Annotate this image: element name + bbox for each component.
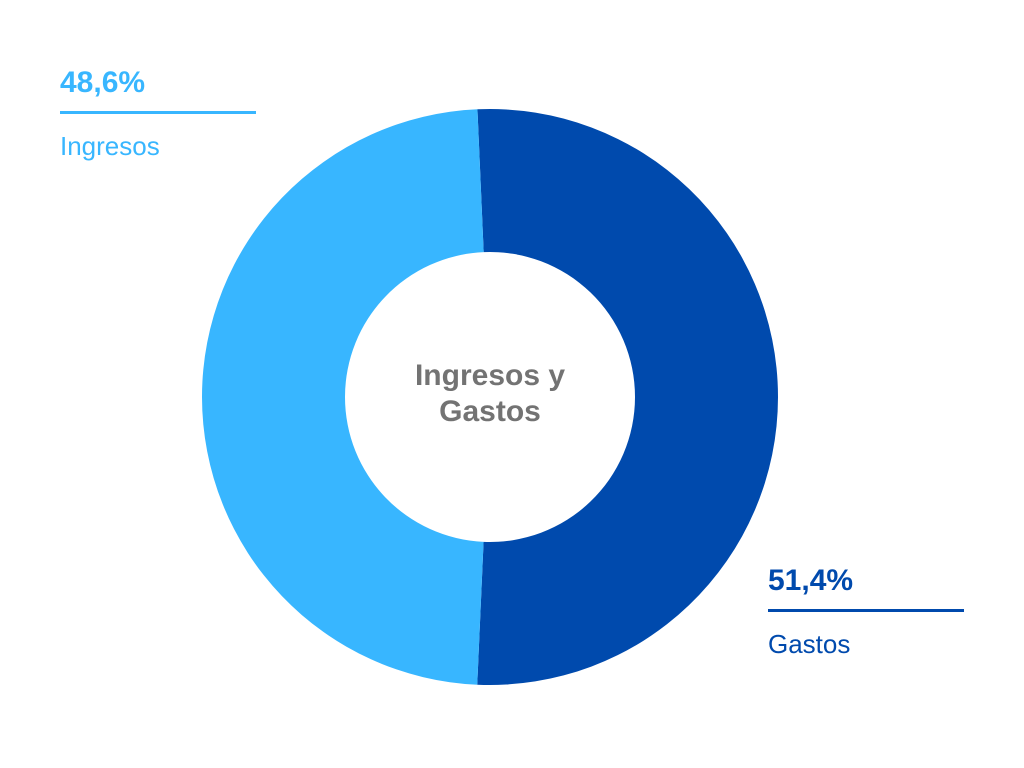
center-label: Ingresos y Gastos [390, 358, 590, 430]
center-label-line-2: Gastos [439, 395, 541, 428]
center-label-line-1: Ingresos y [414, 359, 566, 392]
slice-gastos [477, 109, 778, 686]
gastos-divider [768, 609, 964, 612]
donut-slices [201, 109, 778, 686]
ingresos-percent-label: 48,6% [60, 66, 146, 99]
gastos-callout: 51,4% Gastos [768, 564, 964, 659]
ingresos-divider [60, 111, 256, 114]
gastos-legend-label: Gastos [768, 629, 851, 659]
slice-ingresos [201, 109, 484, 685]
ingresos-callout: 48,6% Ingresos [60, 66, 256, 161]
gastos-percent-label: 51,4% [768, 564, 854, 597]
ingresos-legend-label: Ingresos [60, 131, 160, 161]
